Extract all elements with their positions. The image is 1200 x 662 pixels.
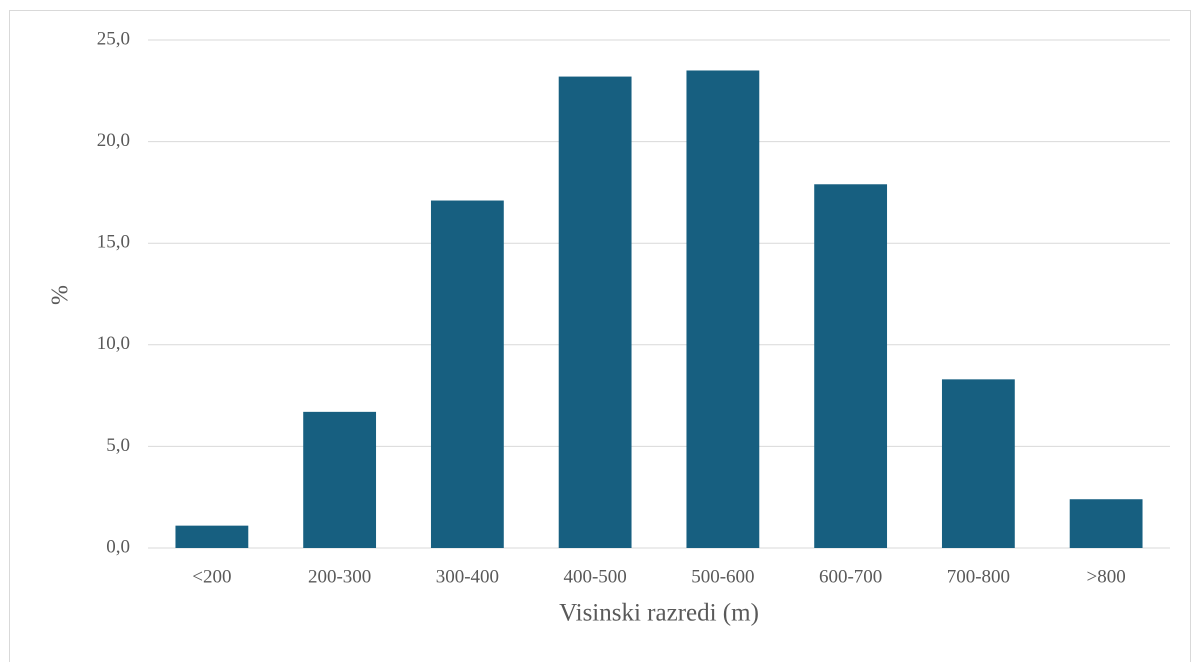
y-tick-label: 25,0	[97, 28, 130, 49]
x-tick-label: 500-600	[691, 566, 754, 587]
bar	[175, 525, 249, 548]
y-tick-label: 10,0	[97, 333, 130, 354]
x-tick-label: 700-800	[947, 566, 1010, 587]
x-tick-label: 300-400	[436, 566, 499, 587]
bar	[814, 184, 888, 548]
x-axis-title: Visinski razredi (m)	[559, 600, 759, 627]
x-tick-label: <200	[192, 566, 231, 587]
x-tick-label: 600-700	[819, 566, 882, 587]
y-tick-label: 15,0	[97, 232, 130, 253]
x-tick-label: 400-500	[563, 566, 626, 587]
x-tick-label: >800	[1087, 566, 1126, 587]
x-tick-label: 200-300	[308, 566, 371, 587]
bar	[686, 70, 760, 548]
bar	[558, 76, 632, 549]
y-tick-label: 5,0	[106, 435, 130, 456]
y-tick-label: 20,0	[97, 130, 130, 151]
bar	[941, 379, 1015, 548]
y-axis-title: %	[48, 285, 74, 305]
bar	[430, 200, 504, 548]
y-tick-label: 0,0	[106, 536, 130, 557]
bar	[303, 411, 377, 548]
bar	[1069, 499, 1143, 548]
